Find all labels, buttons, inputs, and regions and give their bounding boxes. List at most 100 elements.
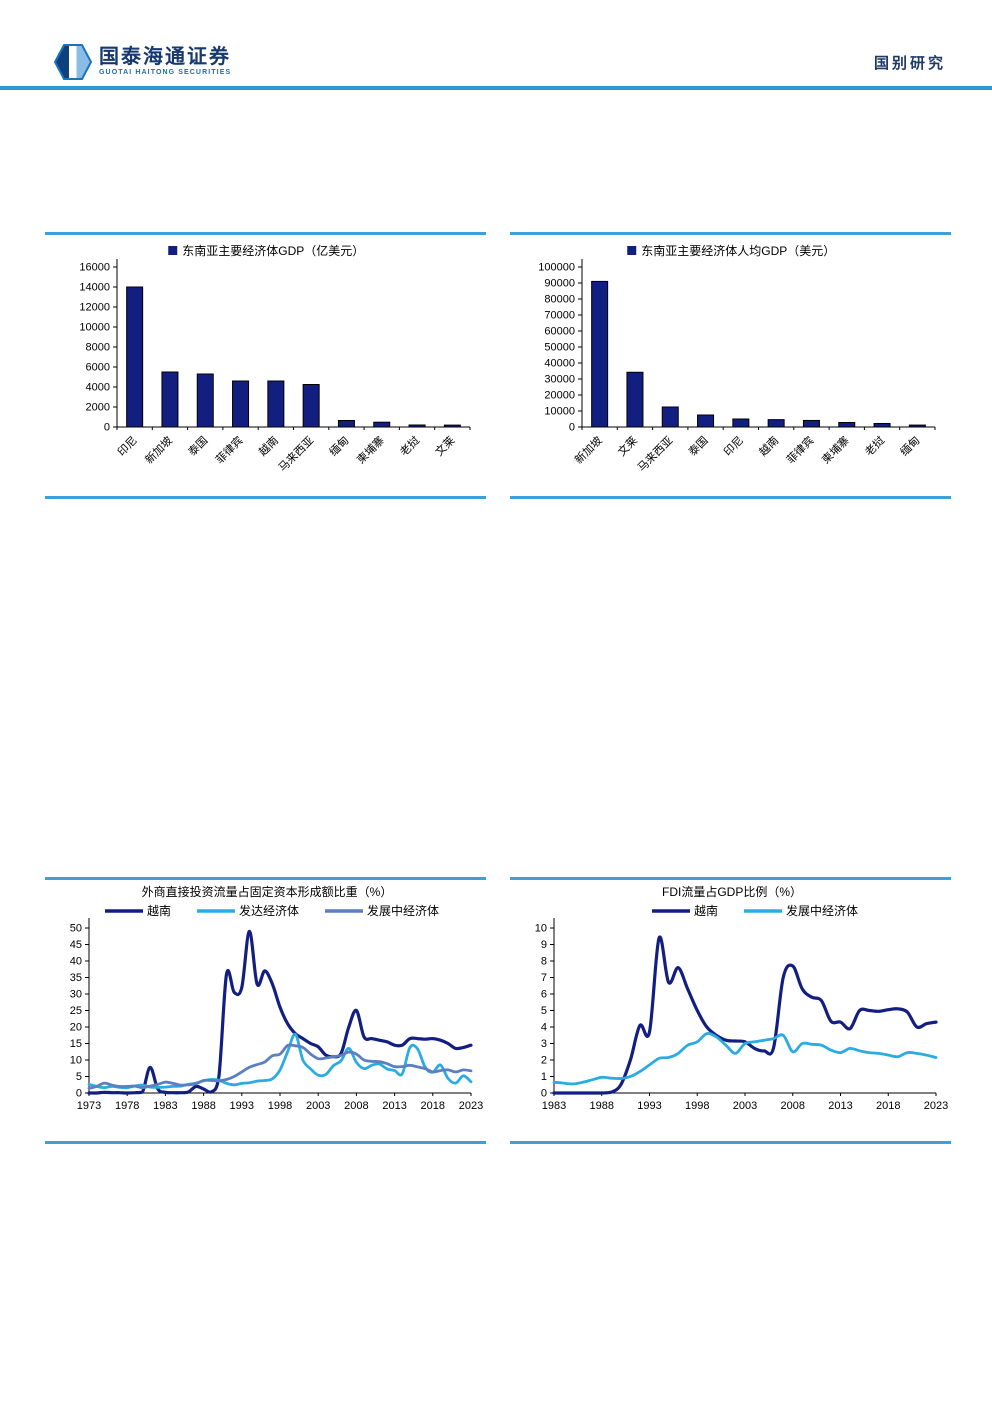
x-tick-label: 1973 <box>77 1100 101 1112</box>
x-tick-label: 2018 <box>876 1100 900 1112</box>
x-category-label: 越南 <box>256 433 281 458</box>
x-tick-label: 2003 <box>306 1100 330 1112</box>
x-category-label: 新加坡 <box>142 433 175 466</box>
bar <box>267 380 285 428</box>
y-tick-label: 9 <box>541 939 547 951</box>
bar <box>161 371 179 428</box>
bar <box>838 422 856 428</box>
y-tick-label: 10000 <box>79 322 110 334</box>
y-tick-label: 10000 <box>544 406 575 418</box>
x-tick-label: 1978 <box>115 1100 139 1112</box>
bar <box>873 422 891 428</box>
legend-label: 发展中经济体 <box>786 903 858 918</box>
x-tick-label: 2003 <box>733 1100 757 1112</box>
y-tick-label: 4000 <box>86 382 110 394</box>
bar <box>196 373 214 428</box>
x-tick-label: 2023 <box>924 1100 948 1112</box>
x-tick-label: 1983 <box>153 1100 177 1112</box>
x-tick-label: 2023 <box>459 1100 483 1112</box>
y-tick-label: 2000 <box>86 402 110 414</box>
y-tick-label: 50000 <box>544 342 575 354</box>
series-line <box>552 935 938 1095</box>
y-tick-label: 12000 <box>79 302 110 314</box>
x-category-label: 泰国 <box>685 433 710 458</box>
series-line <box>87 929 473 1095</box>
bar <box>337 420 355 428</box>
x-category-label: 菲律宾 <box>212 433 245 466</box>
x-tick-label: 1993 <box>637 1100 661 1112</box>
x-category-label: 印尼 <box>115 434 140 459</box>
y-tick-label: 40 <box>70 956 82 968</box>
y-tick-label: 0 <box>104 422 110 434</box>
chart-title: FDI流量占GDP比例（%） <box>662 884 802 899</box>
page-header: 国泰海通证券 GUOTAI HAITONG SECURITIES 国别研究 <box>0 0 992 90</box>
x-category-label: 缅甸 <box>326 433 351 458</box>
y-tick-label: 5 <box>76 1071 82 1083</box>
y-tick-label: 60000 <box>544 326 575 338</box>
bar <box>591 280 609 428</box>
gdp-bar-canvas: 东南亚主要经济体GDP（亿美元） 0 2000 4000 6000 8000 10000 12… <box>79 243 471 474</box>
y-tick-label: 5 <box>541 1005 547 1017</box>
series-line <box>87 1043 473 1090</box>
bar <box>661 406 679 428</box>
x-tick-label: 2008 <box>781 1100 805 1112</box>
y-tick-label: 0 <box>541 1088 547 1100</box>
x-category-label: 老挝 <box>862 433 887 458</box>
legend-label: 发展中经济体 <box>367 903 439 918</box>
chart-fdi-gdp-line: FDI流量占GDP比例（%） 越南 发展中经济体 0 1 2 3 4 5 6 7 8 9 10 1983 19… <box>510 877 951 1144</box>
y-tick-label: 14000 <box>79 282 110 294</box>
x-category-label: 新加坡 <box>572 433 605 466</box>
y-tick-label: 30000 <box>544 374 575 386</box>
y-tick-label: 6000 <box>86 362 110 374</box>
bar <box>908 424 926 428</box>
x-category-label: 文莱 <box>615 433 640 458</box>
logo-text-block: 国泰海通证券 GUOTAI HAITONG SECURITIES <box>99 44 231 77</box>
x-tick-label: 1983 <box>542 1100 566 1112</box>
x-category-label: 泰国 <box>185 433 210 458</box>
gdp-per-capita-bar-canvas: 东南亚主要经济体人均GDP（美元） 0 10000 20000 30000 40000 50… <box>538 243 936 474</box>
x-tick-label: 2013 <box>382 1100 406 1112</box>
y-tick-label: 50 <box>70 923 82 935</box>
y-tick-label: 7 <box>541 972 547 984</box>
x-tick-label: 2013 <box>828 1100 852 1112</box>
y-tick-label: 10 <box>535 923 547 935</box>
x-category-label: 柬埔寨 <box>819 433 852 466</box>
y-tick-label: 8 <box>541 956 547 968</box>
y-tick-label: 40000 <box>544 358 575 370</box>
y-tick-label: 1 <box>541 1071 547 1083</box>
x-category-label: 柬埔寨 <box>354 433 387 466</box>
bar <box>626 371 644 428</box>
legend-label: 东南亚主要经济体人均GDP（美元） <box>641 243 835 258</box>
y-tick-label: 0 <box>76 1088 82 1100</box>
legend-swatch <box>627 246 637 255</box>
y-tick-label: 20 <box>70 1022 82 1034</box>
bar <box>126 286 144 428</box>
y-tick-label: 2 <box>541 1055 547 1067</box>
y-tick-label: 100000 <box>538 262 575 274</box>
series-line <box>552 1032 938 1086</box>
x-tick-label: 1998 <box>685 1100 709 1112</box>
bar <box>732 418 750 428</box>
x-tick-label: 1993 <box>230 1100 254 1112</box>
bar <box>443 424 461 428</box>
x-category-label: 越南 <box>756 433 781 458</box>
y-tick-label: 8000 <box>86 342 110 354</box>
x-category-label: 菲律宾 <box>783 433 816 466</box>
bar <box>373 421 391 428</box>
x-tick-label: 1998 <box>268 1100 292 1112</box>
chart-gdp-per-capita-bar: 东南亚主要经济体人均GDP（美元） 0 10000 20000 30000 40000 50… <box>510 232 951 499</box>
legend-label: 越南 <box>694 903 718 918</box>
bar <box>697 414 715 428</box>
y-tick-label: 70000 <box>544 310 575 322</box>
y-tick-label: 3 <box>541 1038 547 1050</box>
legend-label: 东南亚主要经济体GDP（亿美元） <box>182 243 364 258</box>
chart-gdp-bar: 东南亚主要经济体GDP（亿美元） 0 2000 4000 6000 8000 10000 12… <box>45 232 486 499</box>
bar <box>802 419 820 428</box>
logo-hexagon-icon <box>54 44 92 80</box>
bar <box>232 380 250 428</box>
y-tick-label: 16000 <box>79 262 110 274</box>
section-label: 国别研究 <box>873 55 946 72</box>
y-tick-label: 25 <box>70 1005 82 1017</box>
fdi-gfcf-line-canvas: 外商直接投资流量占固定资本形成额比重（%） 越南 发达经济体 发展中经济体 0 5 10 15… <box>70 884 483 1112</box>
bar <box>408 424 426 428</box>
